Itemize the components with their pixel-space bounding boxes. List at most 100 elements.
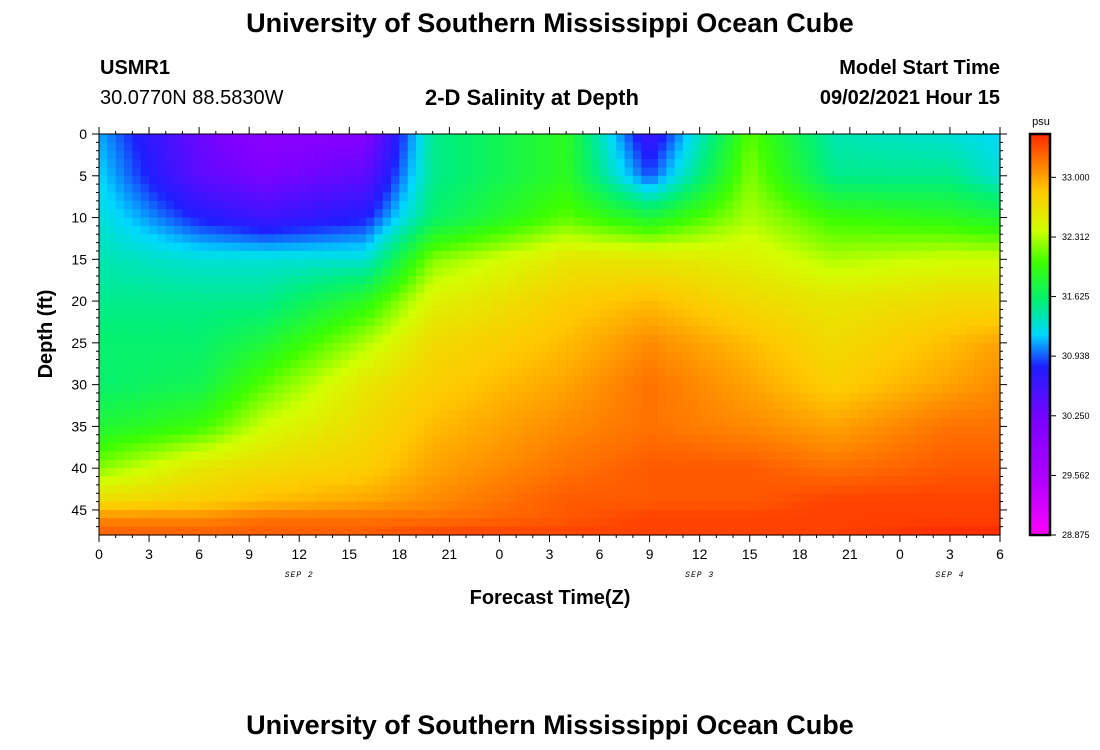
heatmap-cell xyxy=(507,134,517,143)
heatmap-cell xyxy=(349,217,359,227)
heatmap-cell xyxy=(174,175,184,185)
heatmap-cell xyxy=(99,192,108,202)
heatmap-cell xyxy=(99,167,108,177)
heatmap-cell xyxy=(466,276,476,285)
heatmap-cell xyxy=(908,376,918,386)
heatmap-cell xyxy=(566,434,576,444)
heatmap-cell xyxy=(199,476,209,486)
heatmap-cell xyxy=(424,142,434,152)
heatmap-cell xyxy=(99,476,108,486)
heatmap-cell xyxy=(808,326,818,336)
heatmap-cell xyxy=(99,326,108,336)
heatmap-cell xyxy=(232,418,242,427)
heatmap-cell xyxy=(249,501,259,511)
heatmap-cell xyxy=(783,217,793,227)
heatmap-cell xyxy=(866,451,876,461)
heatmap-cell xyxy=(315,150,325,160)
heatmap-cell xyxy=(215,284,225,294)
heatmap-cell xyxy=(524,342,534,352)
heatmap-cell xyxy=(682,434,692,444)
heatmap-cell xyxy=(699,167,709,177)
heatmap-cell xyxy=(190,317,200,327)
heatmap-cell xyxy=(891,309,901,319)
heatmap-cell xyxy=(282,292,292,302)
heatmap-cell xyxy=(491,401,501,411)
heatmap-cell xyxy=(841,459,851,469)
heatmap-cell xyxy=(741,359,751,369)
heatmap-cell xyxy=(682,200,692,210)
heatmap-cell xyxy=(457,150,467,160)
heatmap-cell xyxy=(691,493,701,503)
heatmap-cell xyxy=(507,142,517,152)
heatmap-cell xyxy=(716,401,726,411)
heatmap-cell xyxy=(365,242,375,252)
heatmap-cell xyxy=(299,134,309,143)
heatmap-cell xyxy=(699,150,709,160)
heatmap-cell xyxy=(824,225,834,235)
heatmap-cell xyxy=(190,142,200,152)
heatmap-cell xyxy=(315,192,325,202)
heatmap-cell xyxy=(574,301,584,311)
heatmap-cell xyxy=(966,175,976,185)
heatmap-cell xyxy=(474,250,484,260)
heatmap-cell xyxy=(849,476,859,486)
heatmap-cell xyxy=(432,175,442,185)
heatmap-cell xyxy=(708,384,717,394)
heatmap-cell xyxy=(207,184,217,194)
heatmap-cell xyxy=(532,392,542,402)
heatmap-cell xyxy=(816,426,826,436)
heatmap-cell xyxy=(407,326,417,336)
heatmap-cell xyxy=(599,242,609,252)
heatmap-cell xyxy=(315,359,325,369)
heatmap-cell xyxy=(657,342,667,352)
heatmap-cell xyxy=(516,384,526,394)
heatmap-cell xyxy=(190,175,200,185)
heatmap-cell xyxy=(791,259,801,269)
heatmap-cell xyxy=(215,367,225,377)
heatmap-cell xyxy=(966,225,976,235)
heatmap-cell xyxy=(299,142,309,152)
heatmap-cell xyxy=(115,476,125,486)
heatmap-cell xyxy=(541,434,551,444)
heatmap-cell xyxy=(808,359,818,369)
heatmap-cell xyxy=(924,200,934,210)
heatmap-cell xyxy=(624,217,634,227)
heatmap-cell xyxy=(215,175,225,185)
heatmap-cell xyxy=(841,484,851,494)
heatmap-cell xyxy=(215,351,225,361)
heatmap-cell xyxy=(124,184,133,194)
heatmap-cell xyxy=(299,150,309,160)
heatmap-cell xyxy=(983,292,993,302)
heatmap-cell xyxy=(416,184,425,194)
heatmap-cell xyxy=(265,175,275,185)
heatmap-cell xyxy=(332,334,342,344)
heatmap-cell xyxy=(182,150,192,160)
heatmap-cell xyxy=(190,159,200,169)
heatmap-cell xyxy=(883,334,893,344)
heatmap-cell xyxy=(933,200,943,210)
heatmap-cell xyxy=(182,518,192,528)
heatmap-cell xyxy=(199,317,209,327)
heatmap-cell xyxy=(766,234,776,244)
heatmap-cell xyxy=(249,142,259,152)
heatmap-cell xyxy=(566,418,576,427)
heatmap-cell xyxy=(507,150,517,160)
heatmap-cell xyxy=(708,284,717,294)
heatmap-cell xyxy=(265,409,275,419)
heatmap-cell xyxy=(541,292,551,302)
heatmap-cell xyxy=(324,434,334,444)
heatmap-cell xyxy=(791,292,801,302)
heatmap-cell xyxy=(591,434,601,444)
heatmap-cell xyxy=(207,359,217,369)
heatmap-cell xyxy=(174,317,184,327)
heatmap-cell xyxy=(374,284,384,294)
heatmap-cell xyxy=(649,468,659,478)
heatmap-cell xyxy=(257,501,267,511)
heatmap-cell xyxy=(215,326,225,336)
heatmap-cell xyxy=(466,476,476,486)
heatmap-cell xyxy=(958,501,968,511)
heatmap-cell xyxy=(357,418,367,427)
heatmap-cell xyxy=(474,159,484,169)
heatmap-cell xyxy=(132,342,142,352)
heatmap-cell xyxy=(365,159,375,169)
